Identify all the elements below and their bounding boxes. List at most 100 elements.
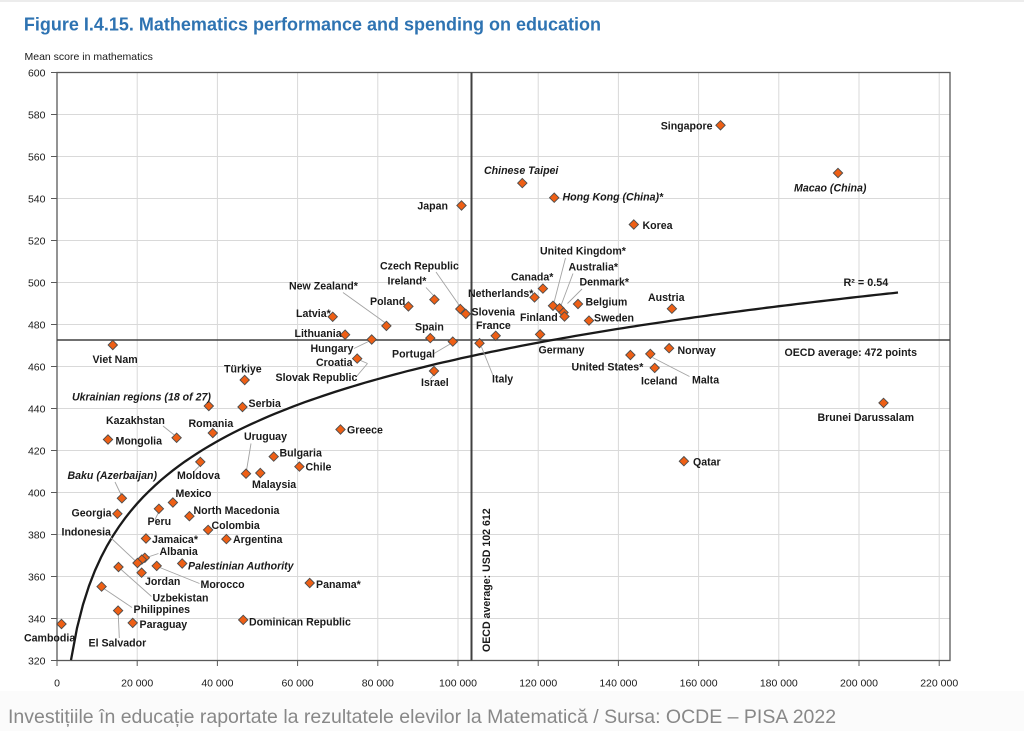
svg-text:Czech Republic: Czech Republic (380, 261, 459, 273)
svg-text:Morocco: Morocco (201, 579, 246, 591)
svg-text:United Kingdom*: United Kingdom* (540, 246, 627, 258)
svg-text:Iceland: Iceland (641, 376, 678, 388)
svg-text:El Salvador: El Salvador (89, 638, 147, 650)
svg-text:Ukrainian regions (18 of 27): Ukrainian regions (18 of 27) (72, 392, 211, 404)
svg-text:OECD average: 472 points: OECD average: 472 points (785, 347, 918, 359)
svg-text:Cambodia: Cambodia (24, 633, 75, 645)
svg-text:Malta: Malta (692, 375, 719, 387)
svg-text:Türkiye: Türkiye (224, 364, 262, 376)
svg-text:20 000: 20 000 (121, 678, 153, 690)
svg-text:360: 360 (28, 571, 46, 583)
svg-text:160 000: 160 000 (680, 678, 718, 690)
svg-text:Colombia: Colombia (212, 520, 260, 532)
svg-text:Sweden: Sweden (594, 313, 634, 325)
svg-text:Germany: Germany (539, 345, 585, 357)
svg-text:340: 340 (28, 613, 46, 625)
svg-text:560: 560 (28, 151, 46, 163)
svg-text:Austria: Austria (648, 292, 685, 304)
svg-text:480: 480 (28, 319, 46, 331)
svg-text:Chinese Taipei: Chinese Taipei (484, 165, 559, 177)
svg-text:France: France (476, 320, 511, 332)
svg-text:Poland: Poland (370, 296, 405, 308)
svg-text:40 000: 40 000 (201, 678, 233, 690)
svg-text:Jamaica*: Jamaica* (152, 534, 199, 546)
svg-text:Norway: Norway (678, 345, 716, 357)
svg-text:180 000: 180 000 (760, 678, 798, 690)
svg-text:220 000: 220 000 (920, 678, 958, 690)
svg-text:Italy: Italy (492, 374, 513, 386)
svg-text:420: 420 (28, 445, 46, 457)
svg-text:100 000: 100 000 (439, 678, 477, 690)
svg-text:Greece: Greece (347, 425, 383, 437)
svg-text:Indonesia: Indonesia (62, 527, 112, 539)
svg-text:Georgia: Georgia (72, 508, 112, 520)
svg-text:140 000: 140 000 (599, 678, 637, 690)
svg-text:Albania: Albania (160, 546, 198, 558)
svg-text:Viet Nam: Viet Nam (93, 354, 138, 366)
svg-text:Investițiile în educație rapor: Investițiile în educație raportate la re… (8, 706, 836, 728)
svg-text:Portugal: Portugal (392, 349, 435, 361)
svg-text:Macao (China): Macao (China) (794, 183, 867, 195)
svg-text:380: 380 (28, 529, 46, 541)
svg-text:Finland: Finland (520, 312, 558, 324)
svg-text:Lithuania: Lithuania (295, 328, 342, 340)
svg-text:Israel: Israel (421, 377, 449, 389)
svg-text:Argentina: Argentina (233, 534, 283, 546)
svg-text:Uzbekistan: Uzbekistan (153, 593, 209, 605)
svg-text:Moldova: Moldova (177, 470, 220, 482)
svg-text:Mongolia: Mongolia (116, 436, 163, 448)
svg-text:Palestinian Authority: Palestinian Authority (188, 561, 295, 573)
svg-text:Panama*: Panama* (316, 579, 362, 591)
svg-text:Hong Kong (China)*: Hong Kong (China)* (563, 192, 664, 204)
svg-text:Qatar: Qatar (693, 457, 721, 469)
svg-text:Croatia: Croatia (316, 357, 353, 369)
svg-text:60 000: 60 000 (282, 678, 314, 690)
svg-text:Paraguay: Paraguay (140, 619, 188, 631)
svg-text:New Zealand*: New Zealand* (289, 281, 359, 293)
svg-text:80 000: 80 000 (362, 678, 394, 690)
svg-text:600: 600 (28, 67, 46, 79)
svg-text:Serbia: Serbia (249, 398, 281, 410)
svg-text:200 000: 200 000 (840, 678, 878, 690)
svg-text:OECD average: USD 102 612: OECD average: USD 102 612 (481, 508, 493, 652)
svg-text:Jordan: Jordan (145, 576, 180, 588)
svg-text:540: 540 (28, 193, 46, 205)
svg-text:Baku (Azerbaijan): Baku (Azerbaijan) (68, 470, 158, 482)
svg-text:440: 440 (28, 403, 46, 415)
svg-text:520: 520 (28, 235, 46, 247)
svg-text:Netherlands*: Netherlands* (468, 288, 534, 300)
svg-text:Singapore: Singapore (661, 121, 713, 133)
svg-text:Denmark*: Denmark* (580, 277, 630, 289)
svg-text:Chile: Chile (306, 462, 332, 474)
svg-text:Latvia*: Latvia* (296, 308, 332, 320)
svg-text:Malaysia: Malaysia (252, 479, 296, 491)
svg-text:120 000: 120 000 (519, 678, 557, 690)
svg-text:Figure I.4.15. Mathematics per: Figure I.4.15. Mathematics performance a… (24, 14, 601, 34)
svg-text:Mean score in mathematics: Mean score in mathematics (25, 51, 153, 63)
svg-text:Hungary: Hungary (311, 343, 354, 355)
svg-text:460: 460 (28, 361, 46, 373)
svg-text:North Macedonia: North Macedonia (194, 505, 280, 517)
svg-text:Japan: Japan (417, 201, 448, 213)
svg-text:0: 0 (54, 678, 60, 690)
svg-text:Dominican Republic: Dominican Republic (249, 617, 351, 629)
svg-text:Romania: Romania (189, 418, 234, 430)
svg-text:Bulgaria: Bulgaria (280, 448, 322, 460)
svg-text:Korea: Korea (643, 220, 673, 232)
svg-text:Belgium: Belgium (586, 297, 628, 309)
svg-text:R² = 0.54: R² = 0.54 (844, 277, 889, 289)
svg-text:320: 320 (28, 655, 46, 667)
svg-text:Brunei Darussalam: Brunei Darussalam (818, 412, 915, 424)
svg-text:Australia*: Australia* (569, 262, 619, 274)
svg-text:Canada*: Canada* (511, 272, 554, 284)
svg-text:Uruguay: Uruguay (244, 431, 287, 443)
svg-text:Spain: Spain (415, 322, 444, 334)
svg-text:United States*: United States* (572, 362, 645, 374)
svg-text:580: 580 (28, 109, 46, 121)
svg-text:400: 400 (28, 487, 46, 499)
svg-text:Kazakhstan: Kazakhstan (106, 415, 165, 427)
svg-text:Slovak Republic: Slovak Republic (276, 372, 358, 384)
svg-text:Philippines: Philippines (134, 604, 191, 616)
svg-text:Mexico: Mexico (176, 488, 212, 500)
svg-text:Ireland*: Ireland* (388, 276, 428, 288)
